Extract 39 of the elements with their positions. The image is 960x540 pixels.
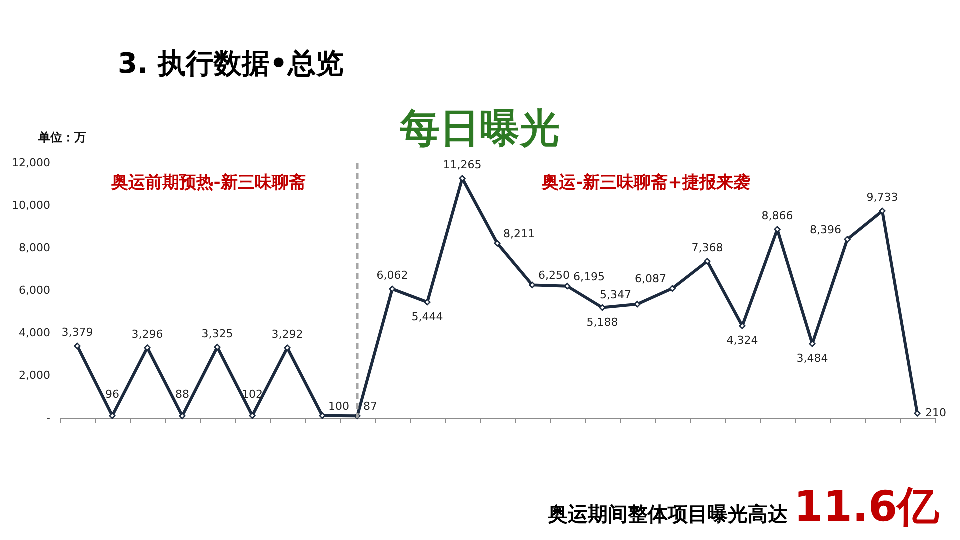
data-label: 210 xyxy=(926,406,946,420)
annotation: 奥运-新三味聊斋+捷报来袭 xyxy=(541,173,750,193)
text: 11.6亿 xyxy=(794,482,941,531)
data-label: 5,188 xyxy=(586,316,618,329)
annotation: 奥运前期预热-新三味聊斋 xyxy=(110,173,306,193)
y-tick-label: 2,000 xyxy=(19,369,50,382)
data-label: 3,296 xyxy=(132,328,164,341)
text: 奥运期间整体项目曝光高达 xyxy=(547,502,788,526)
y-tick-label: 12,000 xyxy=(12,156,50,170)
data-label: 4,324 xyxy=(726,334,758,348)
data-label: 96 xyxy=(106,388,120,401)
data-label: 6,195 xyxy=(574,270,605,284)
data-label: 5,347 xyxy=(600,288,632,302)
y-axis-title: 单位：万 xyxy=(38,130,86,144)
data-label: 8,396 xyxy=(810,224,842,237)
data-label: 8,211 xyxy=(504,228,535,241)
data-label: 7,368 xyxy=(692,241,724,254)
data-label: 3,379 xyxy=(62,326,94,340)
data-label: 87 xyxy=(364,400,378,414)
data-label: 100 xyxy=(328,400,350,413)
y-tick-label: 8,000 xyxy=(19,242,50,254)
data-label: 11,265 xyxy=(443,158,482,172)
data-label: 88 xyxy=(176,388,190,402)
data-label: 9,733 xyxy=(866,191,898,204)
data-label: 3,484 xyxy=(796,352,828,365)
data-label: 8,866 xyxy=(762,210,794,223)
data-label: 6,250 xyxy=(538,269,570,282)
data-label: 3,325 xyxy=(202,327,234,340)
data-label: 5,444 xyxy=(412,310,444,324)
data-label: 6,087 xyxy=(635,272,666,286)
y-tick-label: 6,000 xyxy=(19,284,50,297)
data-label: 3,292 xyxy=(272,328,304,342)
chart-subtitle: 每日曝光 xyxy=(399,106,560,152)
chart-title: 3. 执行数据•总览 xyxy=(118,47,344,80)
y-tick-label: 10,000 xyxy=(12,199,50,212)
data-label: 6,062 xyxy=(376,269,408,282)
y-tick-label: 4,000 xyxy=(19,326,50,340)
data-label: 102 xyxy=(242,388,263,401)
y-tick-label: - xyxy=(46,412,51,424)
